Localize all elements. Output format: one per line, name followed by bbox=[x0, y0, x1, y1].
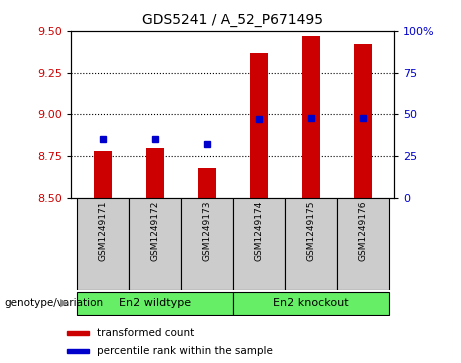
Text: GSM1249176: GSM1249176 bbox=[358, 201, 367, 261]
Bar bbox=[146, 148, 164, 198]
Text: GSM1249174: GSM1249174 bbox=[254, 201, 263, 261]
Text: GSM1249173: GSM1249173 bbox=[202, 201, 211, 261]
Bar bbox=[233, 292, 389, 314]
Bar bbox=[337, 198, 389, 290]
Text: En2 knockout: En2 knockout bbox=[273, 298, 349, 308]
Title: GDS5241 / A_52_P671495: GDS5241 / A_52_P671495 bbox=[142, 13, 323, 27]
Bar bbox=[67, 349, 89, 354]
Bar bbox=[354, 44, 372, 198]
Bar bbox=[181, 198, 233, 290]
Bar bbox=[129, 198, 181, 290]
Text: GSM1249175: GSM1249175 bbox=[307, 201, 315, 261]
Text: GSM1249172: GSM1249172 bbox=[150, 201, 159, 261]
Bar bbox=[302, 36, 320, 198]
Text: transformed count: transformed count bbox=[97, 328, 194, 338]
Text: En2 wildtype: En2 wildtype bbox=[118, 298, 191, 308]
Bar bbox=[67, 331, 89, 335]
Bar bbox=[77, 198, 129, 290]
Bar bbox=[77, 292, 233, 314]
Bar bbox=[250, 53, 268, 198]
Bar bbox=[94, 151, 112, 198]
Text: GSM1249171: GSM1249171 bbox=[98, 201, 107, 261]
Text: percentile rank within the sample: percentile rank within the sample bbox=[97, 346, 273, 356]
Text: ▶: ▶ bbox=[60, 298, 68, 308]
Bar bbox=[285, 198, 337, 290]
Bar bbox=[233, 198, 285, 290]
Text: genotype/variation: genotype/variation bbox=[5, 298, 104, 308]
Bar bbox=[198, 168, 216, 198]
